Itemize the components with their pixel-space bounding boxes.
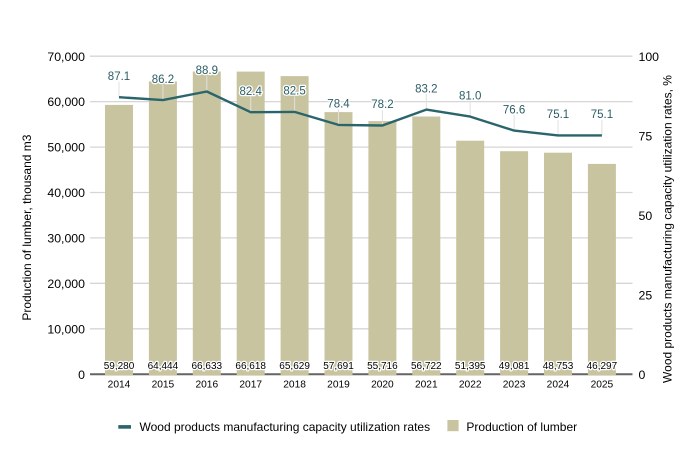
- svg-text:2020: 2020: [371, 380, 394, 391]
- svg-text:2017: 2017: [239, 380, 262, 391]
- svg-text:49,081: 49,081: [499, 361, 530, 372]
- svg-text:70,000: 70,000: [47, 50, 85, 64]
- svg-text:78.2: 78.2: [371, 99, 393, 111]
- svg-text:Wood products manufacturing ca: Wood products manufacturing capacity uti…: [140, 420, 431, 434]
- svg-text:66,618: 66,618: [235, 361, 266, 372]
- svg-text:Production of lumber: Production of lumber: [466, 420, 577, 434]
- svg-text:10,000: 10,000: [47, 322, 85, 336]
- svg-text:75.1: 75.1: [547, 109, 569, 121]
- svg-text:2022: 2022: [459, 380, 482, 391]
- svg-text:0: 0: [78, 368, 85, 382]
- svg-text:83.2: 83.2: [415, 83, 437, 95]
- svg-text:60,000: 60,000: [47, 95, 85, 109]
- svg-text:82.5: 82.5: [283, 86, 305, 98]
- svg-text:Production of lumber, thousand: Production of lumber, thousand m3: [20, 134, 34, 320]
- svg-text:2015: 2015: [152, 380, 175, 391]
- svg-text:65,629: 65,629: [279, 361, 310, 372]
- svg-text:56,722: 56,722: [411, 361, 442, 372]
- svg-text:86.2: 86.2: [152, 74, 174, 86]
- svg-text:20,000: 20,000: [47, 277, 85, 291]
- svg-text:59,280: 59,280: [104, 361, 135, 372]
- svg-text:0: 0: [639, 368, 646, 382]
- svg-text:81.0: 81.0: [459, 90, 481, 102]
- svg-text:50: 50: [639, 209, 653, 223]
- svg-text:78.4: 78.4: [327, 99, 350, 111]
- svg-text:2019: 2019: [327, 380, 350, 391]
- svg-text:2023: 2023: [503, 380, 526, 391]
- svg-text:87.1: 87.1: [108, 71, 130, 83]
- svg-text:2018: 2018: [283, 380, 306, 391]
- svg-text:75: 75: [639, 129, 653, 143]
- svg-text:30,000: 30,000: [47, 232, 85, 246]
- svg-text:2024: 2024: [547, 380, 570, 391]
- svg-text:48,753: 48,753: [543, 361, 574, 372]
- svg-text:55,716: 55,716: [367, 361, 398, 372]
- svg-text:2014: 2014: [108, 380, 131, 391]
- svg-text:46,297: 46,297: [587, 361, 618, 372]
- svg-text:50,000: 50,000: [47, 141, 85, 155]
- svg-text:82.4: 82.4: [240, 86, 263, 98]
- svg-text:66,633: 66,633: [192, 361, 223, 372]
- svg-text:76.6: 76.6: [503, 104, 525, 116]
- svg-text:2021: 2021: [415, 380, 438, 391]
- svg-text:40,000: 40,000: [47, 186, 85, 200]
- svg-text:51,395: 51,395: [455, 361, 486, 372]
- svg-text:75.1: 75.1: [591, 109, 613, 121]
- svg-text:2025: 2025: [591, 380, 614, 391]
- svg-text:64,444: 64,444: [148, 361, 179, 372]
- svg-text:100: 100: [639, 50, 660, 64]
- svg-text:25: 25: [639, 288, 653, 302]
- svg-text:Wood products manufacturing ca: Wood products manufacturing capacity uti…: [661, 75, 675, 383]
- svg-text:2016: 2016: [195, 380, 218, 391]
- svg-text:57,691: 57,691: [323, 361, 354, 372]
- svg-text:88.9: 88.9: [196, 65, 218, 77]
